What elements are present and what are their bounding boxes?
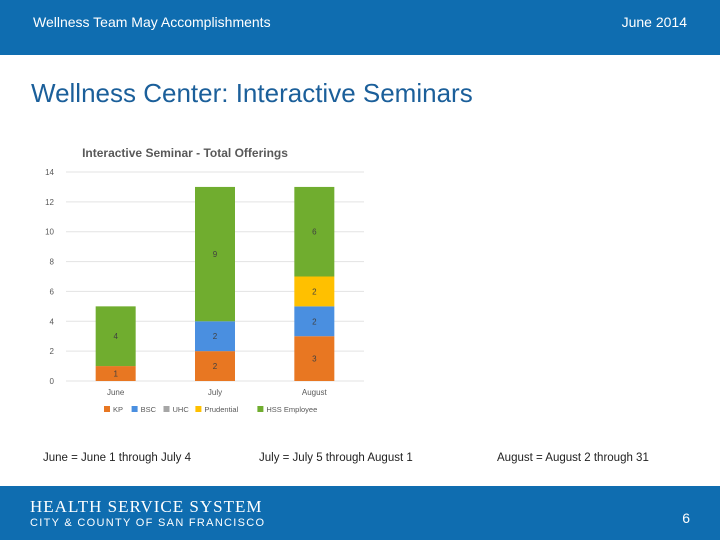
bar-bsc-august [294,306,335,337]
y-tick-label: 12 [45,198,54,207]
data-label: 9 [213,250,218,259]
x-tick-label: July [208,388,222,397]
bar-kp-june [95,366,136,381]
bar-hss-employee-august [294,186,335,277]
data-label: 4 [113,332,118,341]
y-tick-label: 8 [50,258,55,267]
page-number: 6 [682,510,690,526]
x-tick-label: August [302,388,328,397]
header-bar: Wellness Team May Accomplishments June 2… [0,0,720,55]
page-title: Wellness Center: Interactive Seminars [31,78,473,108]
bar-kp-july [195,351,235,381]
stacked-bar-chart: Interactive Seminar - Total Offerings 0 2 4… [28,138,374,424]
y-tick-label: 10 [45,228,54,237]
bar-kp-august [294,336,335,381]
x-tick-label: June [107,388,125,397]
y-tick-label: 6 [50,287,55,296]
footer-bar: HEALTH SERVICE SYSTEM CITY & COUNTY OF S… [0,486,720,540]
legend-swatch [195,406,202,412]
legend-swatch [163,406,170,412]
data-label: 6 [312,228,317,237]
y-tick-label: 4 [50,317,55,326]
y-tick-label: 0 [50,377,55,386]
chart-title: Interactive Seminar - Total Offerings [82,146,288,160]
legend-swatch [257,406,264,412]
legend-label: Prudential [204,405,238,414]
bar-hss-employee-june [95,306,136,367]
data-label: 2 [213,332,218,341]
legend-swatch [131,406,138,412]
y-tick-label: 14 [45,168,54,177]
note-july-range: July = July 5 through August 1 [259,452,413,464]
data-label: 1 [113,370,118,379]
legend-swatch [104,406,110,412]
note-june-range: June = June 1 through July 4 [43,452,192,464]
legend-label: HSS Employee [266,405,317,414]
legend-label: BSC [141,405,157,414]
org-name: HEALTH SERVICE SYSTEM [30,497,263,516]
header-title: Wellness Team May Accomplishments [33,14,271,30]
y-tick-label: 2 [50,347,55,356]
note-august-range: August = August 2 through 31 [497,452,649,464]
header-date: June 2014 [621,14,687,30]
legend-label: UHC [173,405,190,414]
data-label: 2 [312,287,317,296]
chart-svg: Interactive Seminar - Total Offerings 0 2 4… [45,146,364,414]
bar-bsc-july [195,321,235,352]
legend-label: KP [113,405,123,414]
data-label: 2 [312,317,317,326]
bar-hss-employee-july [195,186,235,322]
data-label: 2 [213,362,218,371]
data-label: 3 [312,355,317,364]
bar-prudential-august [294,276,335,307]
org-subtitle: CITY & COUNTY OF SAN FRANCISCO [30,517,266,529]
